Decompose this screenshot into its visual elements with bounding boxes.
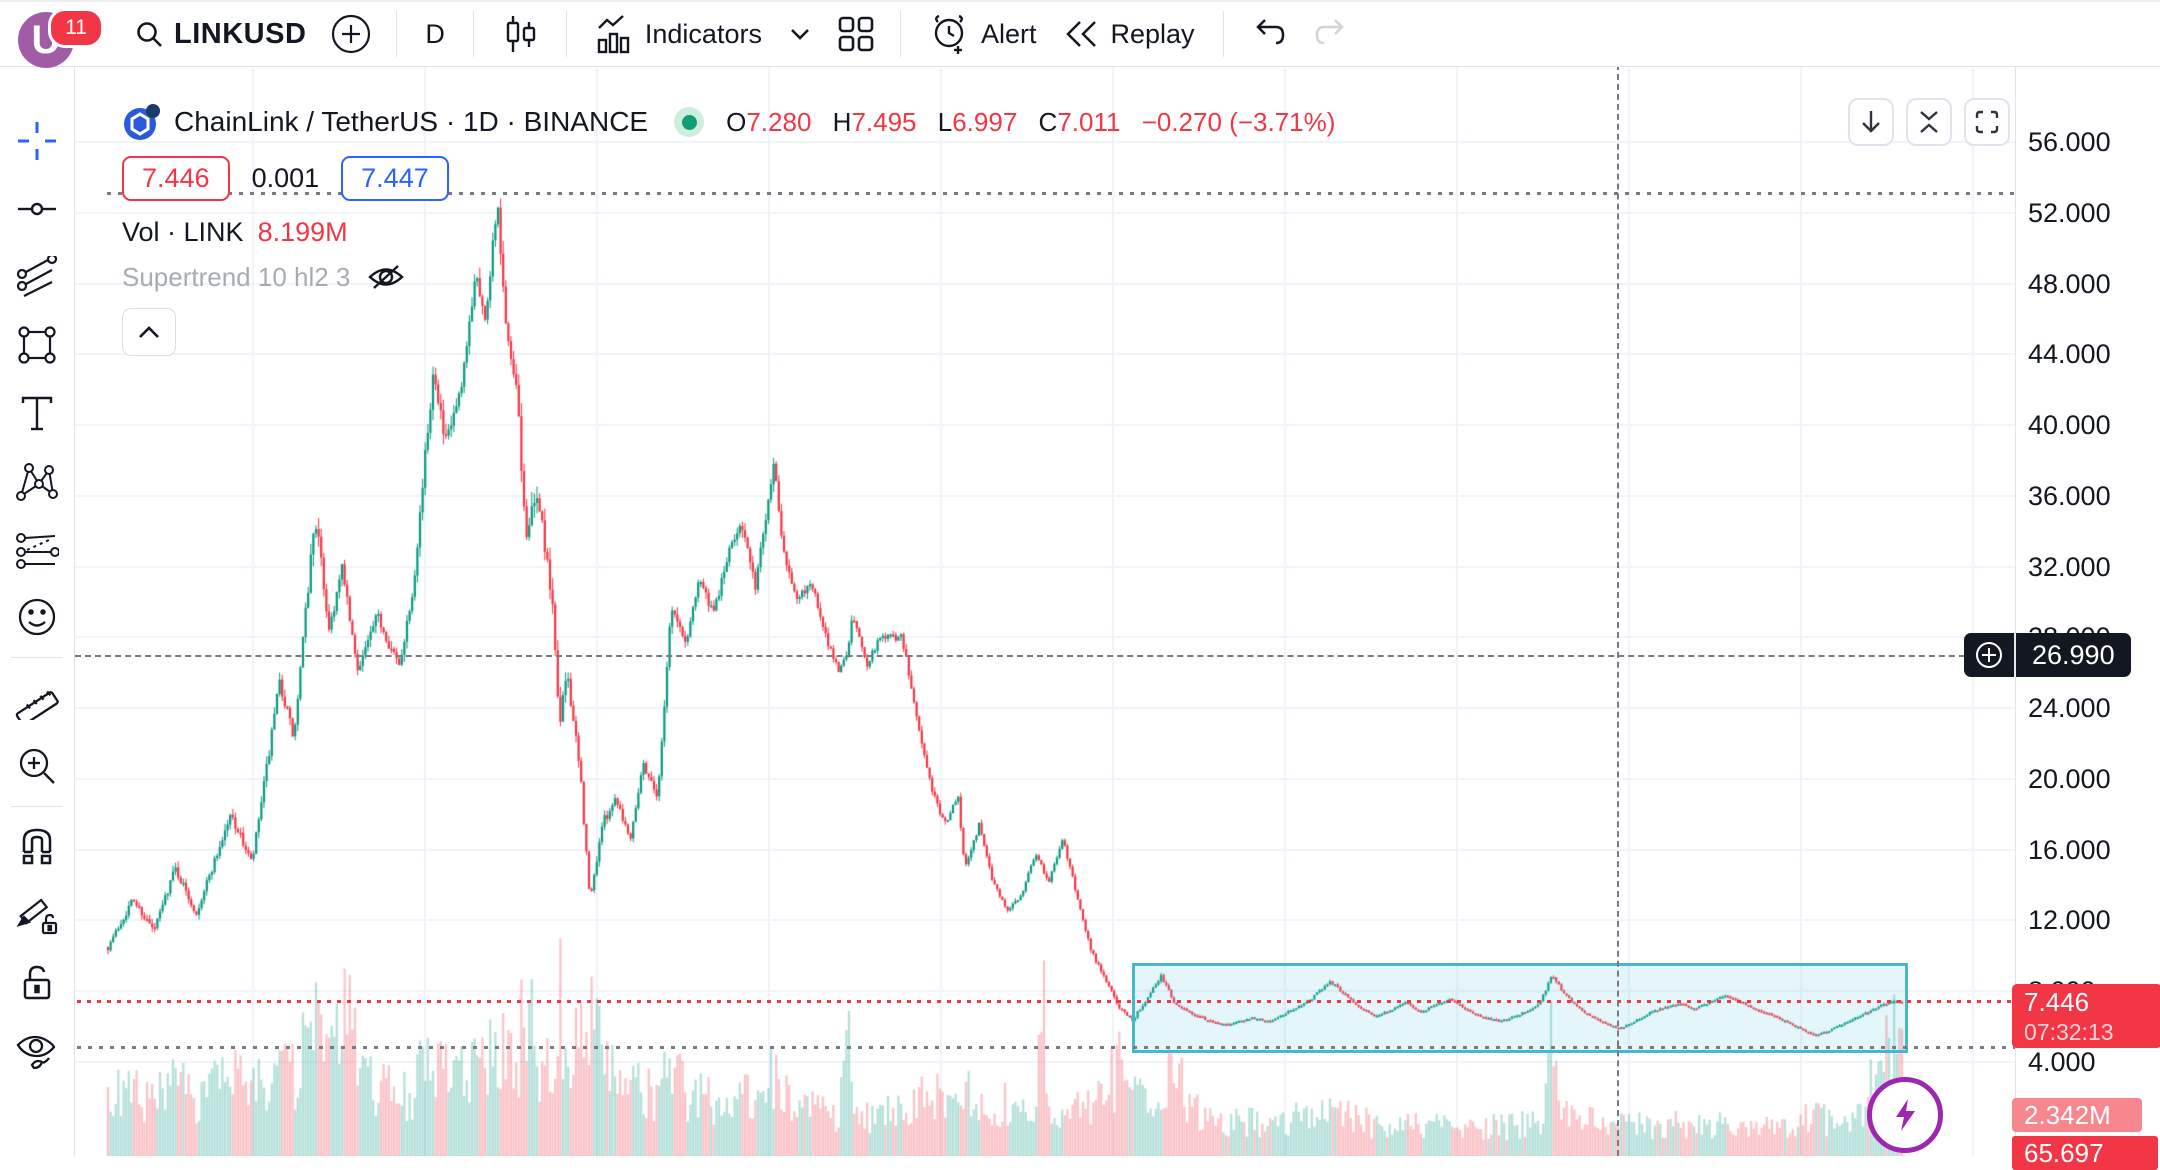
bar-countdown: 07:32:13 [2024, 1018, 2114, 1045]
maximize-pane-button[interactable] [1964, 98, 2010, 146]
rectangle-drawing[interactable] [1132, 962, 1908, 1053]
supertrend-label[interactable]: Supertrend 10 hl2 3 [122, 261, 351, 292]
market-status-icon[interactable] [674, 107, 705, 137]
replay-button[interactable]: Replay [1050, 8, 1208, 60]
toolbar-divider [565, 11, 567, 57]
chart-style-button[interactable] [488, 8, 552, 60]
redo-button[interactable] [1300, 8, 1362, 60]
tool-xabcd-pattern[interactable] [9, 447, 65, 515]
toolbar-divider [899, 11, 901, 57]
high-level-dotted-line [107, 192, 2015, 196]
tool-drawing-lock[interactable] [9, 881, 65, 949]
last-price-line [77, 1000, 2015, 1004]
layout-grid-icon [836, 14, 876, 54]
search-icon [134, 19, 164, 49]
crosshair-plus-icon[interactable] [1964, 640, 2014, 670]
volume-value: 8.199M [257, 217, 348, 247]
price-axis-label: 44.000 [2028, 339, 2111, 370]
collapse-pane-button[interactable] [1906, 98, 1952, 146]
sidebar-divider [11, 657, 63, 658]
crosshair-vertical-line [1617, 64, 1619, 1156]
symbol-title[interactable]: ChainLink / TetherUS · 1D · BINANCE [174, 106, 649, 137]
price-axis-label: 56.000 [2028, 127, 2111, 157]
ohlc-values: O7.280 H7.495 L6.997 C7.011 −0.270 (−3.7… [726, 106, 1336, 137]
eye-hidden-icon[interactable] [366, 260, 406, 294]
last-price-value: 7.446 [2024, 986, 2090, 1017]
volume-axis-tag: 2.342M [2012, 1098, 2142, 1132]
toolbar-divider [1222, 11, 1224, 57]
price-axis-label: 48.000 [2028, 268, 2111, 299]
tool-crosshair[interactable] [9, 107, 65, 175]
tool-hide-drawings[interactable] [9, 1017, 65, 1085]
price-axis[interactable]: 56.000 52.000 48.000 44.000 40.000 36.000 32.0… [2016, 64, 2160, 1156]
pane-buttons [1848, 98, 2010, 146]
tool-magnet[interactable] [9, 813, 65, 881]
candlestick-style-icon [502, 14, 538, 54]
replay-rewind-icon [1064, 18, 1100, 50]
crosshair-price-value: 26.990 [2032, 639, 2115, 670]
compare-add-button[interactable] [320, 8, 382, 60]
tool-ruler[interactable] [9, 664, 65, 732]
chainlink-logo-icon [122, 102, 162, 142]
tool-parallel-channel[interactable] [9, 243, 65, 311]
price-axis-label: 52.000 [2028, 197, 2111, 228]
legend-collapse-button[interactable] [122, 308, 176, 356]
change-value: −0.270 (−3.71%) [1141, 106, 1336, 137]
tool-emoji[interactable] [9, 583, 65, 651]
crosshair-price-tag: 26.990 [1964, 633, 2131, 678]
chevron-down-icon[interactable] [788, 26, 812, 42]
price-axis-label: 20.000 [2028, 763, 2111, 794]
sell-button[interactable]: 7.446 [122, 156, 230, 201]
price-axis-label: 36.000 [2028, 480, 2111, 511]
crosshair-horizontal-line [75, 655, 2015, 658]
alert-label: Alert [980, 18, 1037, 49]
indicators-button[interactable]: Indicators [581, 8, 826, 60]
supertrend-value-tag: 65.697 [2012, 1136, 2158, 1170]
undo-button[interactable] [1238, 8, 1300, 60]
price-axis-label: 16.000 [2028, 834, 2111, 865]
price-axis-label: 4.000 [2028, 1046, 2096, 1077]
price-axis-label: 32.000 [2028, 551, 2111, 582]
last-price-tag: 7.446 07:32:13 [2012, 984, 2160, 1048]
toolbar-divider [396, 11, 398, 57]
quick-trade-button[interactable] [1867, 1077, 1943, 1153]
symbol-search-value: LINKUSD [174, 17, 307, 50]
pane-axis-divider [2015, 64, 2016, 1156]
alert-button[interactable]: Alert [915, 8, 1051, 60]
price-axis-label: 12.000 [2028, 905, 2111, 936]
user-menu-button[interactable]: U 11 [0, 2, 104, 68]
indicator-templates-button[interactable] [826, 8, 886, 60]
tool-text[interactable] [9, 379, 65, 447]
tool-lock-all[interactable] [9, 949, 65, 1017]
notification-badge: 11 [48, 8, 104, 48]
redo-icon [1312, 17, 1350, 51]
toolbar-divider [472, 11, 474, 57]
interval-button[interactable]: D [411, 8, 459, 60]
volume-label: Vol · LINK [122, 217, 244, 247]
spread-value: 0.001 [251, 163, 320, 193]
price-axis-label: 24.000 [2028, 693, 2111, 724]
drawing-toolbar [0, 65, 75, 1156]
interval-value: D [425, 18, 445, 49]
top-toolbar: U 11 LINKUSD D [0, 0, 2160, 68]
replay-label: Replay [1110, 18, 1195, 49]
low-level-dotted-line [77, 1045, 2015, 1049]
tool-trend-line[interactable] [9, 175, 65, 243]
plus-circle-icon [330, 13, 372, 55]
sidebar-divider [11, 806, 63, 807]
price-axis-label: 40.000 [2028, 410, 2111, 441]
indicators-icon [595, 14, 635, 54]
tool-zoom-in[interactable] [9, 732, 65, 800]
tool-rectangle[interactable] [9, 311, 65, 379]
chart-legend: ChainLink / TetherUS · 1D · BINANCE O7.2… [122, 102, 1335, 356]
scroll-to-recent-button[interactable] [1848, 98, 1894, 146]
indicators-label: Indicators [644, 18, 762, 49]
symbol-search-button[interactable]: LINKUSD [120, 8, 320, 60]
tool-forecast[interactable] [9, 515, 65, 583]
undo-icon [1250, 17, 1288, 51]
buy-button[interactable]: 7.447 [341, 156, 449, 201]
alert-clock-icon [929, 13, 971, 55]
